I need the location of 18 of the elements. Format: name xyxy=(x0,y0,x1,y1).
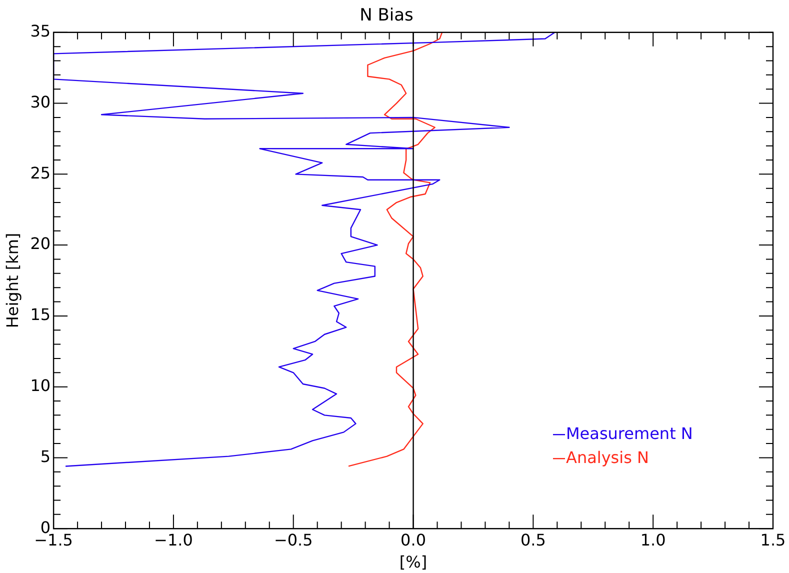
x-tick-label: 0.0 xyxy=(400,530,426,550)
x-axis-title: [%] xyxy=(399,552,428,572)
y-tick-label: 20 xyxy=(30,234,51,254)
y-tick-label: 15 xyxy=(30,305,51,324)
y-tick-label: 10 xyxy=(30,376,51,395)
y-tick-label: 25 xyxy=(30,163,51,182)
legend-label: Analysis N xyxy=(566,448,649,467)
x-tick-label: −1.0 xyxy=(154,530,193,550)
x-tick-label: −0.5 xyxy=(274,530,313,550)
y-axis-title: Height [km] xyxy=(2,232,22,328)
chart-title: N Bias xyxy=(360,6,414,26)
x-tick-label: 1.0 xyxy=(640,530,666,550)
legend-label: Measurement N xyxy=(566,424,693,443)
x-tick-label: 0.5 xyxy=(520,530,546,550)
y-tick-label: 35 xyxy=(30,22,51,41)
x-tick-label: 1.5 xyxy=(760,530,786,550)
y-tick-label: 30 xyxy=(30,92,51,112)
y-tick-label: 5 xyxy=(40,446,51,466)
